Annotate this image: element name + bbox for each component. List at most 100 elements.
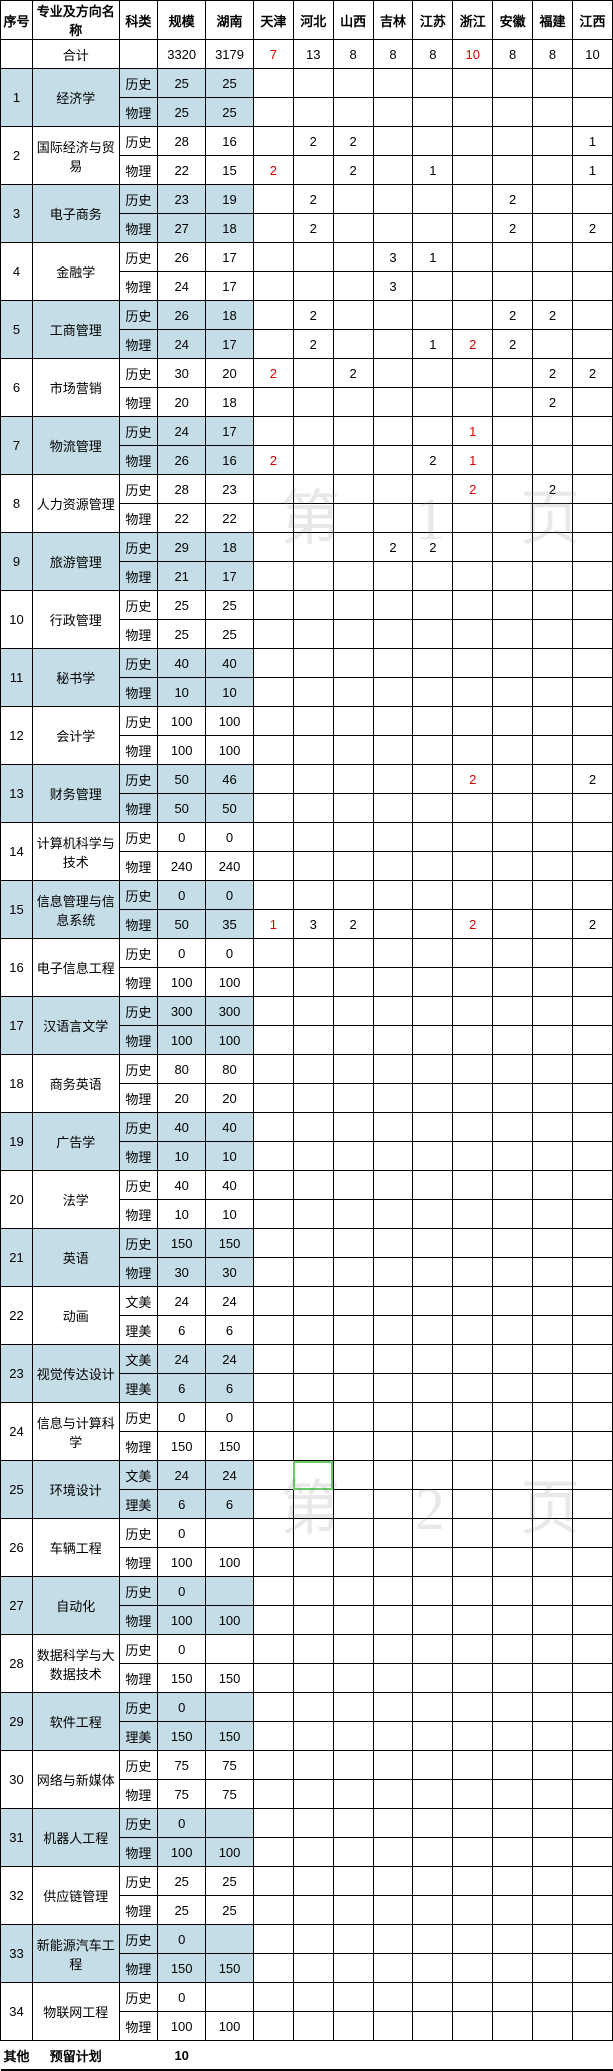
val: 25 [158, 591, 206, 620]
val [206, 1693, 254, 1722]
subject: 物理 [119, 1664, 158, 1693]
val [533, 2012, 573, 2041]
val [572, 185, 612, 214]
footer-k [119, 2041, 158, 2071]
val [253, 1635, 293, 1664]
subject: 历史 [119, 69, 158, 98]
major-name: 车辆工程 [32, 1519, 119, 1577]
val: 100 [158, 707, 206, 736]
val: 20 [158, 388, 206, 417]
val [413, 1693, 453, 1722]
val [453, 185, 493, 214]
subject: 物理 [119, 736, 158, 765]
val [253, 1142, 293, 1171]
val [373, 475, 413, 504]
footer-empty [333, 2041, 373, 2071]
val [533, 1925, 573, 1954]
val [333, 1838, 373, 1867]
val [293, 562, 333, 591]
col-header: 湖南 [206, 1, 254, 40]
val [413, 475, 453, 504]
val: 2 [533, 301, 573, 330]
val [413, 1374, 453, 1403]
val [413, 1432, 453, 1461]
val [533, 69, 573, 98]
val [493, 620, 533, 649]
footer-empty [453, 2041, 493, 2071]
val [373, 997, 413, 1026]
val [493, 1200, 533, 1229]
val [533, 1200, 573, 1229]
subject: 历史 [119, 823, 158, 852]
val: 25 [158, 1867, 206, 1896]
seq: 3 [1, 185, 33, 243]
val [293, 446, 333, 475]
val [333, 649, 373, 678]
val [453, 823, 493, 852]
val [333, 1548, 373, 1577]
val [453, 69, 493, 98]
val [453, 2012, 493, 2041]
val [253, 1751, 293, 1780]
subject: 理美 [119, 1722, 158, 1751]
val [493, 910, 533, 939]
val [333, 98, 373, 127]
val [333, 1519, 373, 1548]
val [253, 127, 293, 156]
val [453, 1403, 493, 1432]
val [333, 881, 373, 910]
val: 25 [206, 69, 254, 98]
val [413, 1867, 453, 1896]
val [413, 1113, 453, 1142]
major-name: 英语 [32, 1229, 119, 1287]
val [533, 1693, 573, 1722]
val [413, 1519, 453, 1548]
val [333, 1867, 373, 1896]
val [253, 997, 293, 1026]
val: 2 [572, 359, 612, 388]
subject: 物理 [119, 1432, 158, 1461]
val [493, 388, 533, 417]
val [533, 765, 573, 794]
subject: 物理 [119, 852, 158, 881]
val: 25 [206, 1867, 254, 1896]
val [572, 1432, 612, 1461]
subject: 历史 [119, 359, 158, 388]
val: 17 [206, 562, 254, 591]
val: 300 [206, 997, 254, 1026]
val: 240 [206, 852, 254, 881]
val [572, 1229, 612, 1258]
val [533, 243, 573, 272]
val [373, 1084, 413, 1113]
val [453, 1287, 493, 1316]
val [333, 1316, 373, 1345]
val [493, 1258, 533, 1287]
val [493, 765, 533, 794]
seq: 21 [1, 1229, 33, 1287]
val [413, 1171, 453, 1200]
val [572, 1287, 612, 1316]
val [572, 2012, 612, 2041]
seq: 18 [1, 1055, 33, 1113]
val: 100 [158, 736, 206, 765]
val: 40 [206, 649, 254, 678]
val [453, 1200, 493, 1229]
val: 0 [158, 823, 206, 852]
val: 10 [158, 678, 206, 707]
val [533, 591, 573, 620]
val: 25 [158, 98, 206, 127]
subject: 历史 [119, 1925, 158, 1954]
val [413, 997, 453, 1026]
subject: 物理 [119, 504, 158, 533]
val [493, 852, 533, 881]
val: 100 [206, 968, 254, 997]
subject: 历史 [119, 1055, 158, 1084]
val: 2 [413, 533, 453, 562]
enrollment-table: 序号专业及方向名称科类规模湖南天津河北山西吉林江苏浙江安徽福建江西 合计3320… [0, 0, 613, 2071]
val [293, 272, 333, 301]
major-name: 信息与计算科学 [32, 1403, 119, 1461]
val: 24 [206, 1287, 254, 1316]
val [373, 620, 413, 649]
val [453, 1635, 493, 1664]
seq: 7 [1, 417, 33, 475]
